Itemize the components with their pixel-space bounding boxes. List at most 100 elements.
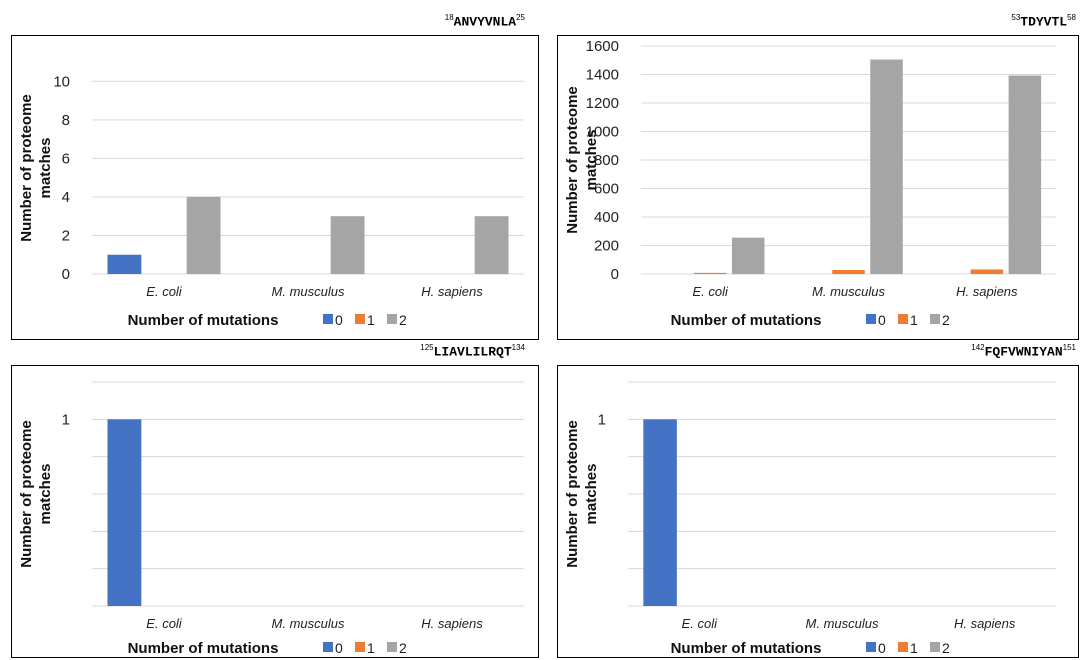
bar-hsapiens-series-1 — [970, 269, 1004, 274]
y-tick-label: 0 — [62, 266, 70, 283]
category-label: H. sapiens — [421, 284, 483, 299]
y-tick-label: 1000 — [586, 124, 619, 141]
legend-label-0: 0 — [878, 640, 886, 656]
y-tick-label: 400 — [594, 209, 619, 226]
title-seq: TDYVTL — [1020, 14, 1068, 30]
y-axis-label-line2: matches — [37, 464, 54, 525]
legend-swatch-0 — [323, 642, 333, 652]
title-sup-end: 58 — [1067, 13, 1076, 22]
y-tick-label: 8 — [62, 112, 70, 129]
title-seq: FQFVWNIYAN — [984, 344, 1063, 360]
y-tick-label: 2 — [62, 227, 70, 244]
legend-label-0: 0 — [335, 312, 343, 328]
category-label: M. musculus — [806, 616, 879, 631]
y-axis-label-line2: matches — [583, 464, 600, 525]
legend-swatch-2 — [930, 314, 940, 324]
bar-hsapiens-series-2 — [1008, 75, 1042, 274]
y-tick-label: 600 — [594, 181, 619, 198]
panel-title-3: 125LIAVLILRQT134 — [420, 343, 525, 359]
x-axis-label: Number of mutations — [671, 312, 822, 329]
bar-mmusculus-series-1 — [832, 270, 865, 274]
panel-title-1: 18ANVYVNLA25 — [445, 13, 525, 29]
chart-panel-4: 1 E. coli M. musculus H. sapiens Number of p… — [557, 365, 1079, 658]
y-tick-label: 6 — [62, 150, 70, 167]
legend-swatch-0 — [866, 642, 876, 652]
category-label: E. coli — [692, 284, 729, 299]
category-label: E. coli — [146, 616, 183, 631]
y-tick-label: 200 — [594, 238, 619, 255]
y-tick-label: 0 — [611, 266, 619, 283]
y-tick-label: 4 — [62, 189, 70, 206]
y-axis-label-line1: Number of proteome — [564, 86, 581, 234]
legend-label-1: 1 — [367, 640, 375, 656]
title-sup-start: 142 — [971, 343, 985, 352]
chart-panel-1: 0 2 4 6 8 10 E. coli M. musculus H. sapiens Numbe… — [11, 35, 539, 340]
category-label: H. sapiens — [954, 616, 1016, 631]
y-tick-label: 1600 — [586, 38, 619, 55]
panel-title-2: 53TDYVTL58 — [1011, 13, 1076, 29]
y-axis-label-line2: matches — [37, 138, 54, 199]
legend-label-0: 0 — [335, 640, 343, 656]
y-axis-label-line1: Number of proteome — [18, 420, 35, 568]
bar-ecoli-series-0 — [107, 254, 142, 274]
chart-panel-3: 1 E. coli M. musculus H. sapiens Number of p… — [11, 365, 539, 658]
legend-swatch-2 — [930, 642, 940, 652]
legend-swatch-1 — [898, 314, 908, 324]
legend-swatch-0 — [323, 314, 333, 324]
title-sup-start: 125 — [420, 343, 434, 352]
title-sup-end: 25 — [516, 13, 525, 22]
y-tick-label: 10 — [53, 73, 70, 90]
legend-label-1: 1 — [910, 640, 918, 656]
bar-ecoli-series-2 — [731, 237, 765, 274]
x-axis-label: Number of mutations — [128, 640, 279, 657]
y-axis-label-line2: matches — [583, 130, 600, 191]
bar-hsapiens-series-2 — [474, 216, 509, 274]
bar-ecoli-series-2 — [186, 196, 221, 274]
x-axis-label: Number of mutations — [128, 312, 279, 329]
y-tick-label: 1 — [62, 411, 70, 428]
category-label: E. coli — [682, 616, 719, 631]
bar-mmusculus-series-2 — [330, 216, 365, 274]
chart-svg-4: 1 E. coli M. musculus H. sapiens Number of p… — [564, 381, 1056, 657]
legend-swatch-1 — [355, 314, 365, 324]
category-label: M. musculus — [272, 284, 345, 299]
legend-label-2: 2 — [942, 312, 950, 328]
legend-swatch-2 — [387, 642, 397, 652]
legend-swatch-2 — [387, 314, 397, 324]
y-tick-label: 1400 — [586, 67, 619, 84]
legend-swatch-1 — [355, 642, 365, 652]
category-label: M. musculus — [272, 616, 345, 631]
category-label: M. musculus — [812, 284, 885, 299]
legend-label-0: 0 — [878, 312, 886, 328]
legend-label-1: 1 — [367, 312, 375, 328]
panel-title-4: 142FQFVWNIYAN151 — [971, 343, 1076, 359]
y-axis-label-line1: Number of proteome — [18, 94, 35, 242]
legend-label-2: 2 — [942, 640, 950, 656]
title-seq: LIAVLILRQT — [433, 344, 512, 360]
chart-svg-2: 0 200 400 600 800 1000 1200 1400 1600 E. coli M. m… — [564, 38, 1056, 329]
bar-ecoli-series-1 — [693, 272, 727, 274]
bar-ecoli-series-0 — [107, 419, 142, 606]
category-label: H. sapiens — [956, 284, 1018, 299]
category-label: E. coli — [146, 284, 183, 299]
category-label: H. sapiens — [421, 616, 483, 631]
x-axis-label: Number of mutations — [671, 640, 822, 657]
bar-ecoli-series-0 — [643, 419, 677, 606]
chart-svg-3: 1 E. coli M. musculus H. sapiens Number of p… — [18, 381, 524, 657]
title-sup-end: 134 — [511, 343, 525, 352]
legend-swatch-1 — [898, 642, 908, 652]
title-sup-end: 151 — [1062, 343, 1076, 352]
y-tick-label: 1200 — [586, 95, 619, 112]
legend-label-2: 2 — [399, 312, 407, 328]
chart-panel-2: 0 200 400 600 800 1000 1200 1400 1600 E. coli M. m… — [557, 35, 1079, 340]
y-tick-label: 800 — [594, 152, 619, 169]
y-tick-label: 1 — [598, 411, 606, 428]
legend-label-1: 1 — [910, 312, 918, 328]
title-sup-start: 53 — [1011, 13, 1021, 22]
legend-label-2: 2 — [399, 640, 407, 656]
bar-mmusculus-series-2 — [870, 59, 903, 274]
title-sup-start: 18 — [444, 13, 454, 22]
legend-swatch-0 — [866, 314, 876, 324]
y-axis-label-line1: Number of proteome — [564, 420, 581, 568]
